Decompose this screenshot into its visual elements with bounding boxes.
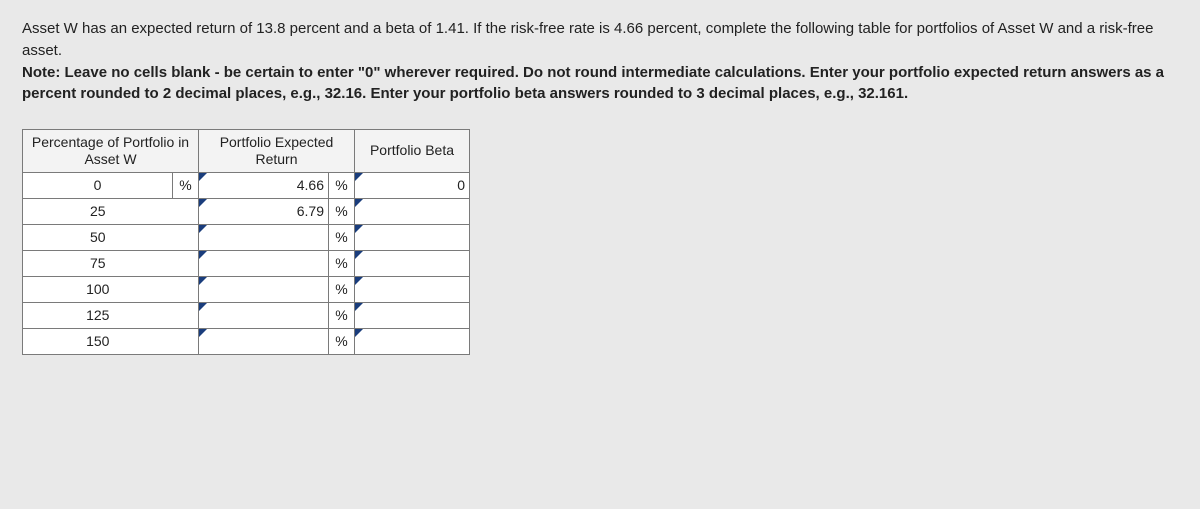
prompt-line1: Asset W has an expected return of 13.8 p… xyxy=(22,20,1153,59)
prompt-note-label: Note: xyxy=(22,64,65,81)
value-beta: 0 xyxy=(355,177,469,193)
cell-marker-icon xyxy=(355,303,363,311)
value-beta xyxy=(355,229,469,245)
cell-percentage: 25 xyxy=(23,198,173,224)
cell-percentage-unit xyxy=(173,276,199,302)
table-row: 100% xyxy=(23,276,470,302)
cell-return-unit: % xyxy=(329,172,355,198)
cell-return-unit: % xyxy=(329,276,355,302)
value-expected-return: 4.66 xyxy=(199,177,328,193)
cell-return-unit: % xyxy=(329,302,355,328)
table-head: Percentage of Portfolio in Asset W Portf… xyxy=(23,130,470,173)
cell-marker-icon xyxy=(199,251,207,259)
input-beta[interactable] xyxy=(355,302,470,328)
cell-marker-icon xyxy=(355,199,363,207)
input-expected-return[interactable] xyxy=(199,302,329,328)
input-expected-return[interactable]: 6.79 xyxy=(199,198,329,224)
cell-return-unit: % xyxy=(329,224,355,250)
input-beta[interactable] xyxy=(355,276,470,302)
value-expected-return xyxy=(199,255,328,271)
table-row: 0%4.66%0 xyxy=(23,172,470,198)
input-beta[interactable] xyxy=(355,250,470,276)
cell-percentage-unit xyxy=(173,328,199,354)
cell-marker-icon xyxy=(199,329,207,337)
prompt-note-body: Leave no cells blank - be certain to ent… xyxy=(22,64,1164,103)
cell-return-unit: % xyxy=(329,250,355,276)
header-beta: Portfolio Beta xyxy=(355,130,470,173)
cell-percentage: 0 xyxy=(23,172,173,198)
input-expected-return[interactable] xyxy=(199,328,329,354)
value-expected-return xyxy=(199,229,328,245)
table-row: 150% xyxy=(23,328,470,354)
input-expected-return[interactable] xyxy=(199,276,329,302)
value-beta xyxy=(355,255,469,271)
cell-marker-icon xyxy=(355,277,363,285)
value-beta xyxy=(355,333,469,349)
cell-percentage: 50 xyxy=(23,224,173,250)
cell-marker-icon xyxy=(199,199,207,207)
table-row: 25 6.79% xyxy=(23,198,470,224)
value-beta xyxy=(355,281,469,297)
table-row: 125% xyxy=(23,302,470,328)
cell-marker-icon xyxy=(199,277,207,285)
table-body: 0%4.66%0256.79%50%75%100%125%150% xyxy=(23,172,470,354)
cell-percentage: 125 xyxy=(23,302,173,328)
input-expected-return[interactable] xyxy=(199,224,329,250)
header-percentage: Percentage of Portfolio in Asset W xyxy=(23,130,199,173)
question-prompt: Asset W has an expected return of 13.8 p… xyxy=(22,18,1178,105)
input-beta[interactable] xyxy=(355,198,470,224)
cell-percentage-unit xyxy=(173,224,199,250)
cell-marker-icon xyxy=(355,225,363,233)
table-row: 75% xyxy=(23,250,470,276)
value-beta xyxy=(355,307,469,323)
cell-percentage-unit: % xyxy=(173,172,199,198)
cell-return-unit: % xyxy=(329,328,355,354)
cell-return-unit: % xyxy=(329,198,355,224)
cell-percentage-unit xyxy=(173,198,199,224)
portfolio-table: Percentage of Portfolio in Asset W Portf… xyxy=(22,129,470,355)
cell-percentage-unit xyxy=(173,302,199,328)
cell-percentage: 100 xyxy=(23,276,173,302)
prompt-note: Note: Leave no cells blank - be certain … xyxy=(22,64,1164,103)
cell-marker-icon xyxy=(199,225,207,233)
input-beta[interactable]: 0 xyxy=(355,172,470,198)
input-beta[interactable] xyxy=(355,328,470,354)
value-expected-return xyxy=(199,281,328,297)
cell-percentage-unit xyxy=(173,250,199,276)
value-expected-return xyxy=(199,333,328,349)
cell-marker-icon xyxy=(355,251,363,259)
cell-marker-icon xyxy=(355,329,363,337)
cell-marker-icon xyxy=(199,173,207,181)
cell-marker-icon xyxy=(199,303,207,311)
cell-marker-icon xyxy=(355,173,363,181)
value-expected-return: 6.79 xyxy=(199,203,328,219)
cell-percentage: 75 xyxy=(23,250,173,276)
input-beta[interactable] xyxy=(355,224,470,250)
input-expected-return[interactable]: 4.66 xyxy=(199,172,329,198)
value-beta xyxy=(355,203,469,219)
cell-percentage: 150 xyxy=(23,328,173,354)
table-row: 50% xyxy=(23,224,470,250)
value-expected-return xyxy=(199,307,328,323)
header-expected-return: Portfolio Expected Return xyxy=(199,130,355,173)
input-expected-return[interactable] xyxy=(199,250,329,276)
